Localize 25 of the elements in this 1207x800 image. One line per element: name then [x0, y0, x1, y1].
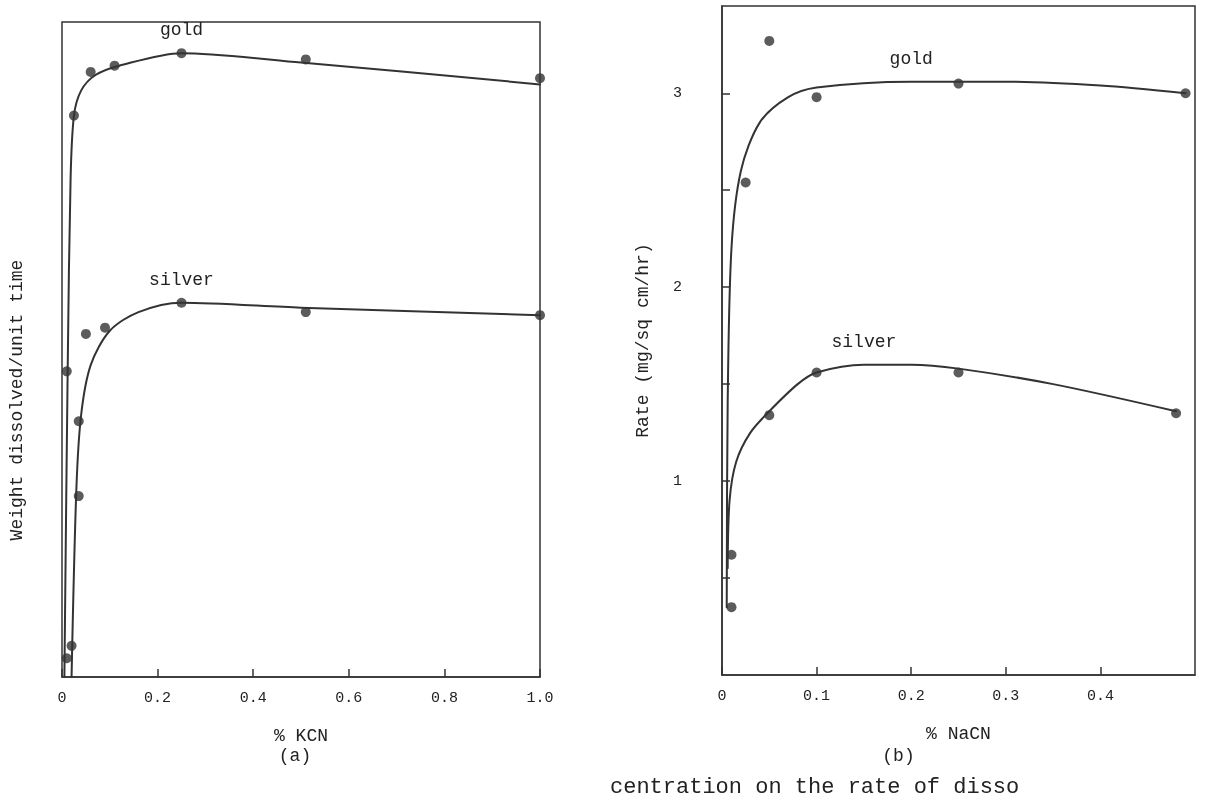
- series-label: silver: [831, 331, 897, 352]
- x-tick-label: 0.6: [335, 690, 363, 707]
- series-label: gold: [159, 20, 204, 41]
- x-axis-title: % KCN: [273, 726, 329, 746]
- x-tick-label: 0.4: [239, 690, 267, 707]
- x-tick-label: 0.2: [897, 688, 925, 705]
- x-tick-label: 0: [717, 688, 727, 705]
- x-tick-label: 0.2: [144, 690, 172, 707]
- series-label: silver: [149, 269, 214, 290]
- series-label: gold: [889, 48, 933, 69]
- y-tick-label: 3: [672, 84, 682, 102]
- x-tick-label: 0.1: [803, 688, 831, 705]
- x-axis-title: % NaCN: [926, 724, 991, 744]
- x-tick-label: 1.0: [526, 690, 554, 707]
- x-tick-label: 0.4: [1086, 688, 1114, 705]
- y-tick-label: 2: [672, 278, 682, 296]
- y-axis-title: Weight dissolved/unit time: [7, 259, 27, 541]
- text: (a): [278, 746, 312, 766]
- x-tick-label: 0: [57, 690, 67, 707]
- y-tick-label: 1: [672, 472, 682, 490]
- text: (b): [882, 746, 915, 766]
- x-tick-label: 0.8: [430, 690, 458, 707]
- text: centration on the rate of disso: [610, 774, 1020, 800]
- y-axis-title: Rate (mg/sq cm/hr): [633, 243, 653, 438]
- x-tick-label: 0.3: [992, 688, 1020, 705]
